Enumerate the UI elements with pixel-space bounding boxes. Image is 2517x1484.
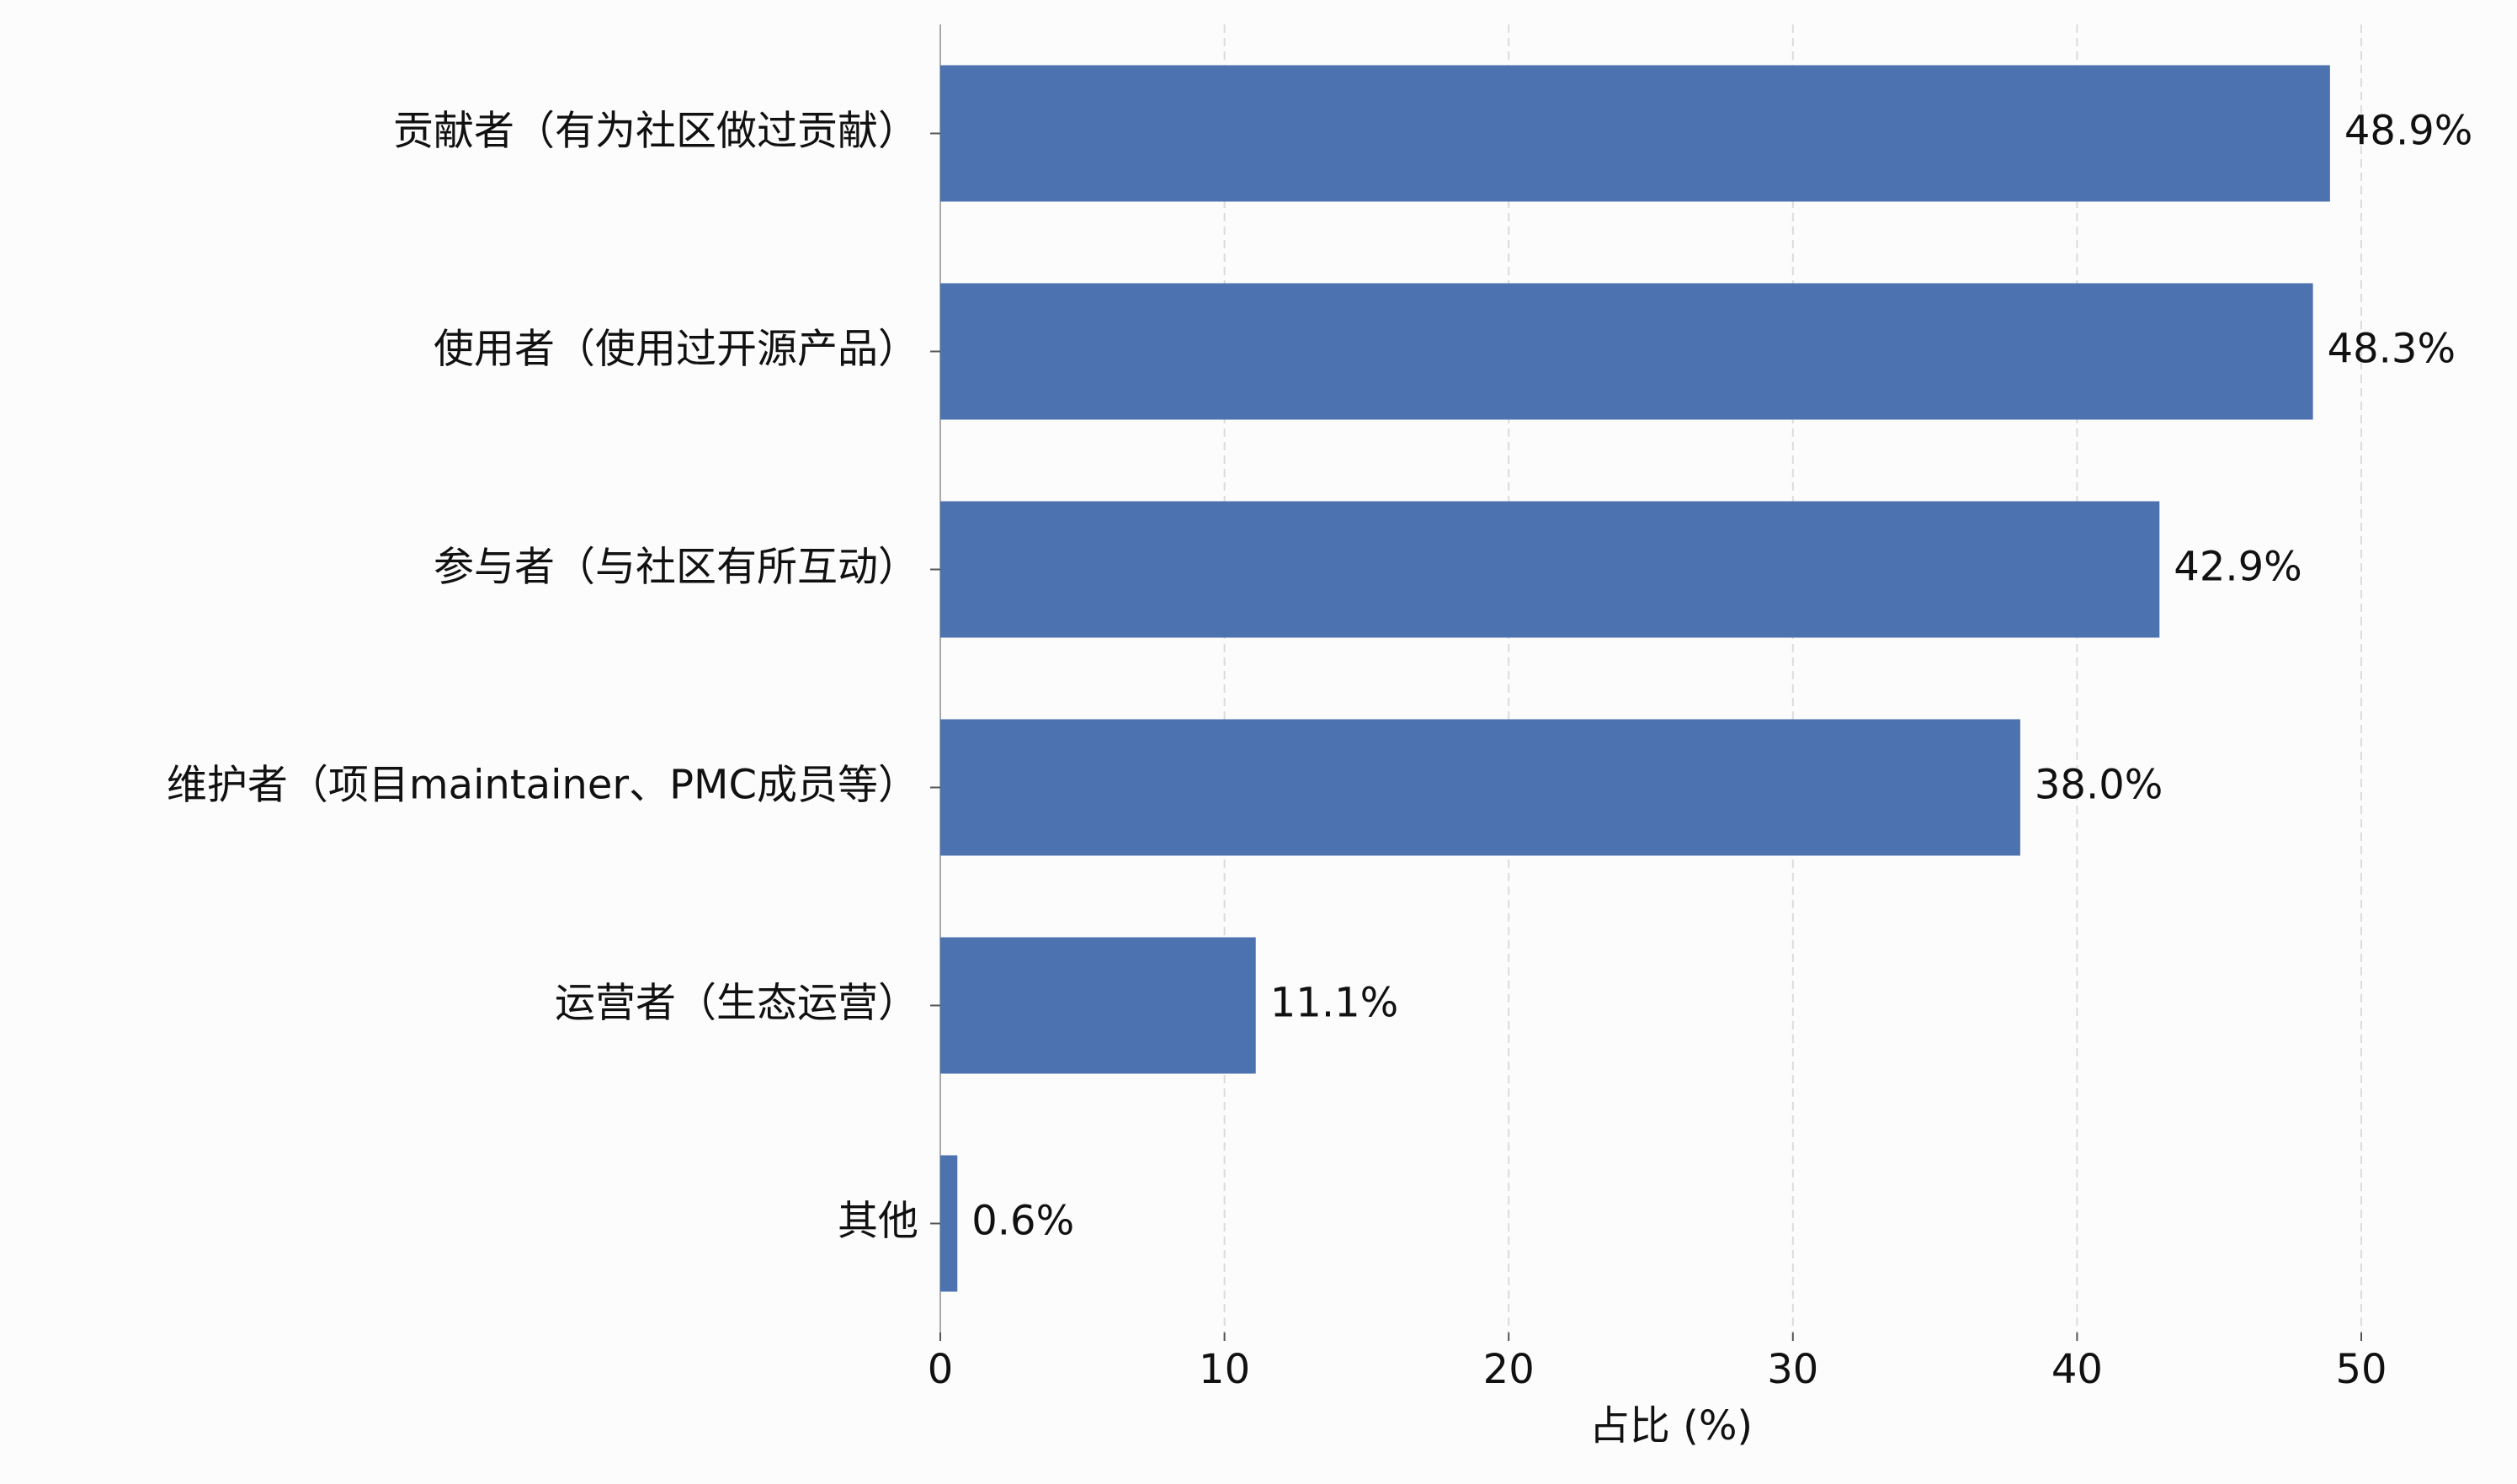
bar: [940, 501, 2160, 638]
x-tick-label: 30: [1767, 1346, 1818, 1393]
x-tick-label: 10: [1199, 1346, 1250, 1393]
value-label: 38.0%: [2035, 762, 2163, 809]
y-tick-label: 贡献者（有为社区做过贡献）: [393, 108, 918, 155]
y-tick-label: 维护者（项目maintainer、PMC成员等）: [167, 762, 918, 809]
x-tick-label: 50: [2335, 1346, 2387, 1393]
bar: [940, 719, 2020, 856]
y-tick-label: 使用者（使用过开源产品）: [434, 326, 918, 373]
value-label: 0.6%: [971, 1198, 1074, 1245]
bar: [940, 1155, 958, 1292]
x-tick-label: 20: [1483, 1346, 1535, 1393]
x-tick-label: 0: [928, 1346, 954, 1393]
bar: [940, 937, 1256, 1074]
y-tick-label: 运营者（生态运营）: [555, 980, 918, 1027]
value-label: 11.1%: [1270, 980, 1398, 1027]
bar: [940, 283, 2313, 420]
x-axis-label: 占比 (%): [1589, 1402, 1753, 1449]
value-label: 42.9%: [2174, 544, 2301, 591]
y-tick-label: 其他: [838, 1198, 918, 1245]
value-label: 48.9%: [2344, 108, 2472, 155]
value-label: 48.3%: [2328, 326, 2456, 373]
y-tick-label: 参与者（与社区有所互动）: [434, 544, 918, 591]
x-tick-label: 40: [2051, 1346, 2103, 1393]
bar: [940, 65, 2330, 202]
